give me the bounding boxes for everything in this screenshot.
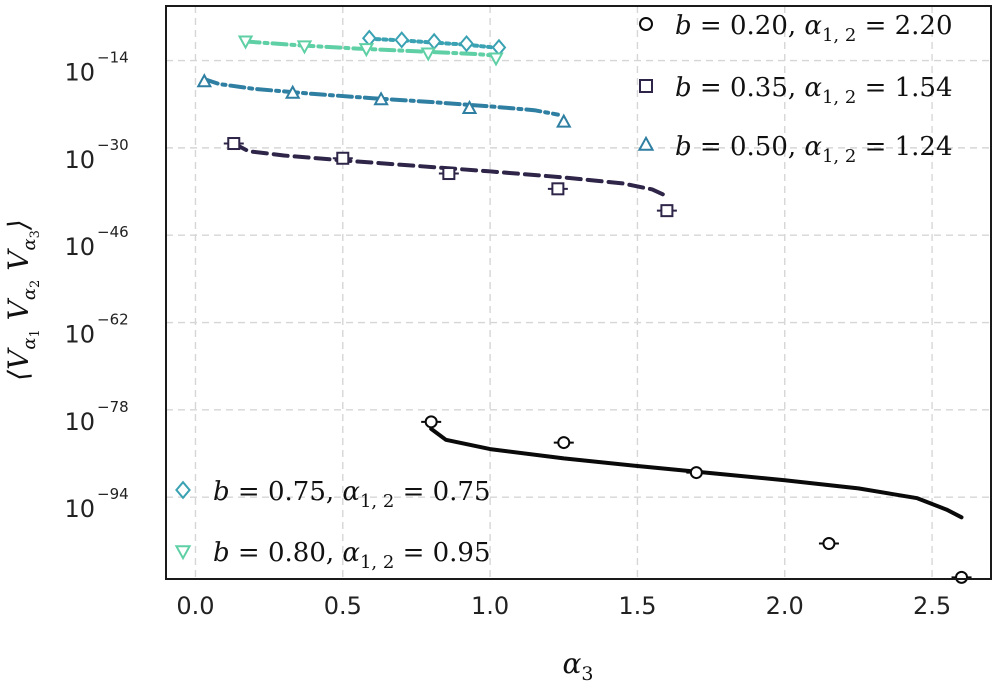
x-tick-label: 2.5 bbox=[913, 592, 951, 620]
legend-entry: b = 0.50, α1, 2 = 1.24 bbox=[637, 132, 953, 167]
legend-entry: b = 0.35, α1, 2 = 1.54 bbox=[639, 73, 953, 108]
svg-text:10: 10 bbox=[64, 59, 95, 87]
svg-text:−94: −94 bbox=[97, 485, 129, 503]
y-tick-label: 10−14 bbox=[64, 49, 128, 87]
data-point bbox=[358, 43, 375, 58]
x-tick-label: 2.0 bbox=[766, 592, 804, 620]
svg-text:10: 10 bbox=[64, 146, 95, 174]
series-curve-4 bbox=[243, 39, 498, 58]
data-point bbox=[223, 137, 244, 151]
svg-text:−14: −14 bbox=[97, 49, 129, 67]
data-point bbox=[686, 466, 707, 480]
legend-bottom-left: b = 0.75, α1, 2 = 0.75 b = 0.80, α1, 2 = … bbox=[174, 477, 491, 573]
y-tick-label: 10−94 bbox=[64, 485, 128, 523]
svg-text:10: 10 bbox=[64, 408, 95, 436]
svg-text:b = 0.80, α1, 2 = 0.95: b = 0.80, α1, 2 = 0.95 bbox=[213, 538, 491, 573]
data-point bbox=[421, 415, 442, 429]
x-tick-label: 1.5 bbox=[618, 592, 656, 620]
data-point bbox=[556, 113, 572, 128]
data-point bbox=[553, 436, 574, 450]
data-point bbox=[459, 34, 474, 53]
data-point bbox=[461, 99, 478, 114]
data-point bbox=[547, 182, 568, 196]
svg-text:⟨Vα1 Vα2 Vα3⟩: ⟨Vα1 Vα2 Vα3⟩ bbox=[2, 219, 43, 381]
svg-text:10: 10 bbox=[64, 233, 95, 261]
svg-text:b = 0.75, α1, 2 = 0.75: b = 0.75, α1, 2 = 0.75 bbox=[213, 477, 491, 512]
data-point bbox=[438, 167, 459, 181]
legend-entry: b = 0.80, α1, 2 = 0.95 bbox=[174, 538, 491, 573]
svg-text:−30: −30 bbox=[97, 136, 129, 154]
data-point bbox=[332, 151, 353, 165]
y-tick-label: 10−46 bbox=[64, 223, 128, 261]
x-tick-label: 1.0 bbox=[471, 592, 509, 620]
svg-text:10: 10 bbox=[64, 495, 95, 523]
series-curve-0 bbox=[429, 426, 964, 520]
svg-text:−62: −62 bbox=[97, 311, 129, 329]
data-point bbox=[196, 73, 213, 88]
data-point bbox=[394, 31, 410, 49]
series-curve-2 bbox=[202, 77, 560, 117]
data-point bbox=[237, 35, 254, 50]
y-tick-label: 10−30 bbox=[64, 136, 128, 174]
x-axis-ticks: 0.0 0.5 1.0 1.5 2.0 2.5 bbox=[176, 592, 951, 620]
plot-frame bbox=[165, 5, 992, 580]
data-point bbox=[818, 537, 839, 551]
data-point bbox=[951, 570, 972, 584]
svg-text:b = 0.50, α1, 2 = 1.24: b = 0.50, α1, 2 = 1.24 bbox=[675, 132, 953, 167]
data-point bbox=[296, 40, 313, 55]
data-point bbox=[284, 84, 301, 99]
data-markers bbox=[196, 29, 972, 584]
fit-curves bbox=[202, 36, 964, 520]
grid-lines bbox=[166, 6, 991, 579]
svg-text:b = 0.35, α1, 2 = 1.54: b = 0.35, α1, 2 = 1.54 bbox=[675, 73, 953, 108]
svg-text:10: 10 bbox=[64, 321, 95, 349]
y-tick-label: 10−78 bbox=[64, 398, 128, 436]
svg-text:−78: −78 bbox=[97, 398, 129, 416]
data-point bbox=[426, 32, 442, 51]
x-tick-label: 0.5 bbox=[324, 592, 362, 620]
data-point bbox=[656, 204, 677, 218]
legend-top-right: b = 0.20, α1, 2 = 2.20 b = 0.35, α1, 2 = … bbox=[637, 11, 953, 167]
y-tick-label: 10−62 bbox=[64, 311, 128, 349]
svg-text:−46: −46 bbox=[97, 223, 129, 241]
data-point bbox=[420, 47, 436, 62]
y-axis-label: ⟨Vα1 Vα2 Vα3⟩ bbox=[2, 219, 43, 381]
x-tick-label: 0.0 bbox=[176, 592, 214, 620]
legend-entry: b = 0.20, α1, 2 = 2.20 bbox=[639, 11, 953, 46]
svg-text:α3: α3 bbox=[562, 647, 593, 685]
x-axis-label: α3 bbox=[562, 647, 593, 685]
data-point bbox=[488, 52, 504, 67]
legend-entry: b = 0.75, α1, 2 = 0.75 bbox=[175, 477, 491, 512]
svg-text:b = 0.20, α1, 2 = 2.20: b = 0.20, α1, 2 = 2.20 bbox=[675, 11, 953, 46]
data-point bbox=[373, 91, 389, 106]
